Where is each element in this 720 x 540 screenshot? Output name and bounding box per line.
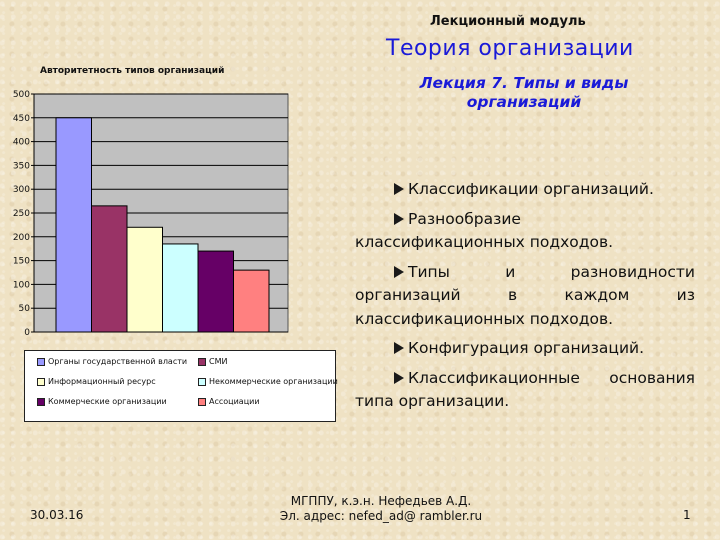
arrow-bullet-icon — [394, 212, 404, 225]
bullet-item: Разнообразие классификационных подходов. — [355, 208, 695, 255]
bar — [162, 243, 199, 333]
y-tick-label: 150 — [13, 257, 30, 267]
legend-swatch — [37, 377, 45, 386]
legend-swatch — [37, 357, 45, 366]
legend-swatch — [37, 397, 45, 406]
legend-item: Ассоциации — [198, 397, 260, 406]
legend-item: Органы государственной власти — [37, 357, 187, 366]
bar — [55, 117, 92, 333]
arrow-bullet-icon — [394, 342, 404, 354]
bar — [91, 205, 128, 333]
bullet-text: Классификационные основания типа организ… — [355, 368, 695, 411]
y-tick-label: 500 — [13, 90, 30, 100]
bar — [126, 226, 163, 333]
bullet-item: Классификации организаций. — [355, 178, 695, 202]
bar-chart: 0 50 100 150 200 250 300 350 400 450 500 — [13, 90, 289, 338]
bullet-text: Конфигурация организаций. — [408, 339, 645, 357]
legend-label: СМИ — [209, 357, 228, 366]
footer-date: 30.03.16 — [30, 508, 84, 522]
legend-label: Ассоциации — [209, 397, 260, 406]
arrow-bullet-icon — [394, 371, 404, 384]
bar — [233, 269, 270, 333]
arrow-bullet-icon — [394, 265, 404, 278]
y-tick-label: 0 — [24, 328, 30, 338]
y-tick-label: 200 — [13, 233, 30, 243]
y-tick-label: 400 — [13, 138, 30, 148]
chart-title: Авторитетность типов организаций — [40, 66, 225, 76]
footer-author: МГППУ, к.э.н. Нефедьев А.Д. — [290, 494, 472, 508]
legend-item: Некоммерческие организации — [198, 377, 338, 386]
chart-legend: Органы государственной власти СМИ Информац… — [24, 350, 338, 422]
legend-swatch — [198, 397, 206, 406]
y-tick-label: 50 — [19, 304, 31, 314]
footer-email: Эл. адрес: nefed_ad@ rambler.ru — [279, 509, 483, 523]
page-number: 1 — [683, 508, 691, 522]
y-tick-label: 450 — [13, 114, 30, 124]
course-title: Теория организации — [386, 36, 634, 61]
arrow-bullet-icon — [394, 183, 404, 195]
lecture-title: Лекция 7. Типы и виды организаций — [419, 74, 629, 111]
legend-item: Информационный ресурс — [37, 377, 156, 386]
bullet-text: Разнообразие классификационных подходов. — [355, 209, 614, 252]
y-tick-label: 300 — [13, 185, 30, 195]
legend-item: СМИ — [198, 357, 227, 366]
bullet-list: Классификации организаций. Разнообразие к… — [355, 178, 695, 420]
legend-label: Информационный ресурс — [48, 377, 156, 386]
bullet-text: Типы и разновидности организаций в каждо… — [355, 262, 695, 328]
legend-swatch — [198, 357, 206, 366]
legend-swatch — [198, 377, 206, 386]
bullet-item: Конфигурация организаций. — [355, 337, 695, 361]
legend-label: Коммерческие организации — [48, 397, 167, 406]
module-label: Лекционный модуль — [430, 14, 586, 29]
bullet-item: Классификационные основания типа организ… — [355, 367, 695, 414]
y-tick-label: 350 — [13, 161, 30, 171]
y-tick-label: 100 — [13, 280, 30, 290]
legend-label: Некоммерческие организации — [209, 377, 338, 386]
legend-item: Коммерческие организации — [37, 397, 167, 406]
bar — [197, 250, 234, 333]
bullet-text: Классификации организаций. — [408, 180, 654, 198]
footer-credits: МГППУ, к.э.н. Нефедьев А.Д. Эл. адрес: n… — [250, 494, 512, 524]
y-tick-label: 250 — [13, 209, 30, 219]
bullet-item: Типы и разновидности организаций в каждо… — [355, 261, 695, 332]
legend-label: Органы государственной власти — [48, 357, 188, 366]
